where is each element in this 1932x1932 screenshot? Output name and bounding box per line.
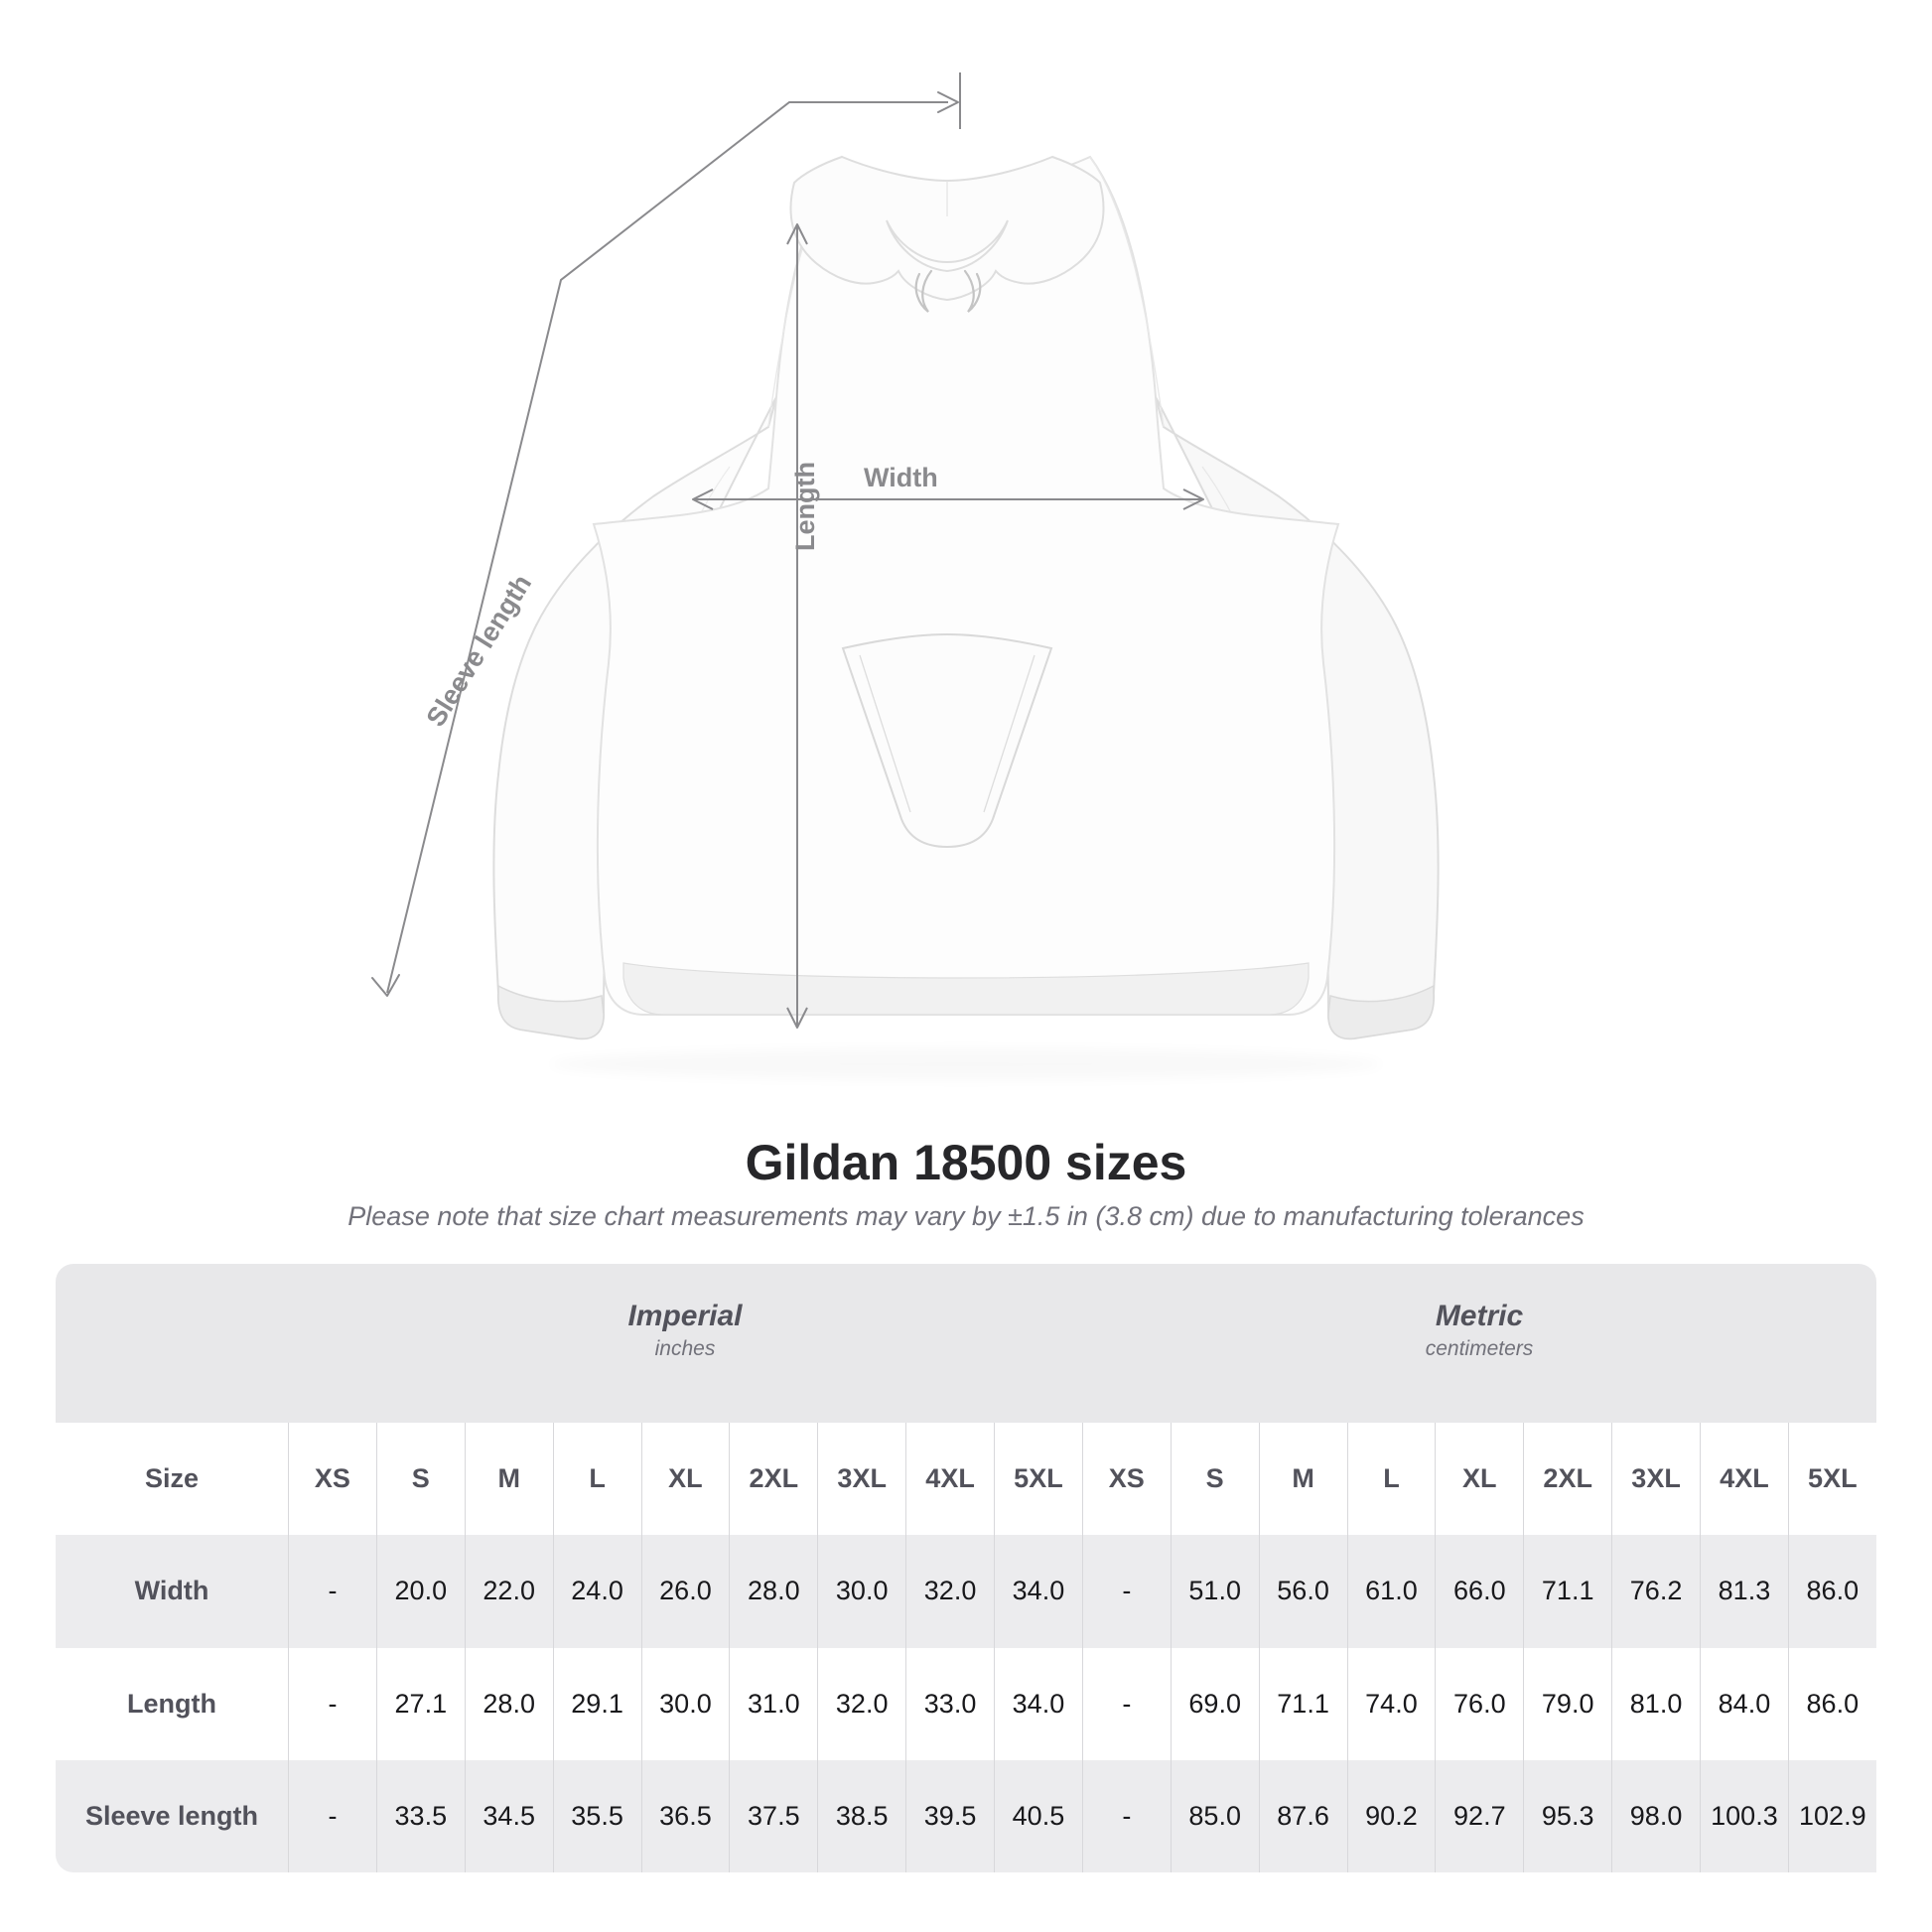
svg-text:Width: Width: [864, 463, 938, 492]
svg-text:Length: Length: [790, 462, 820, 551]
